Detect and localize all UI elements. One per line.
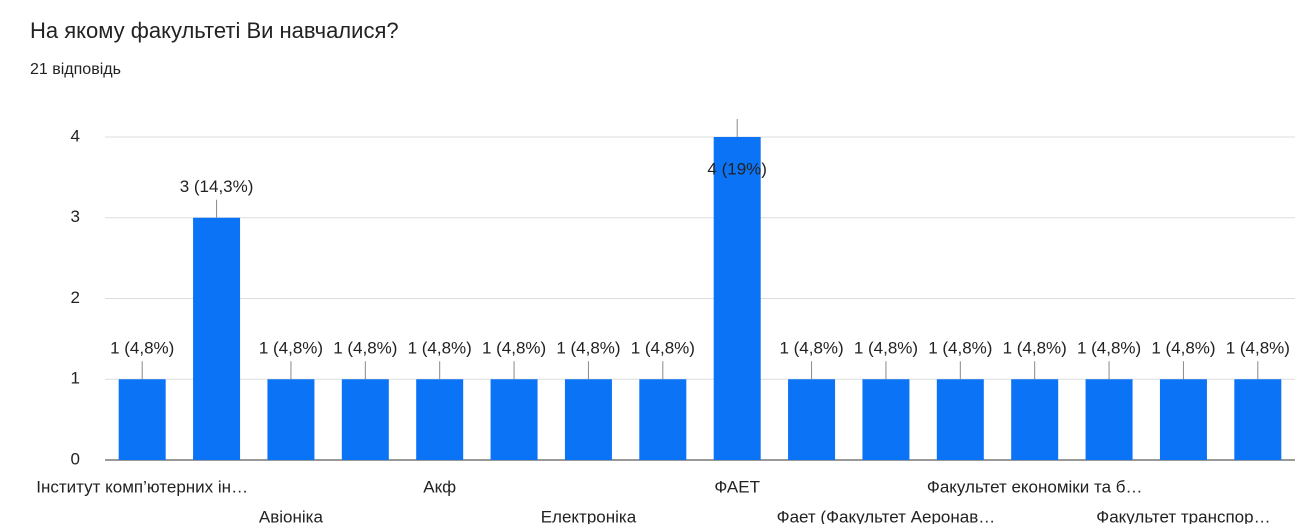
bar [118,379,166,460]
bar [862,379,910,460]
bar [193,217,241,460]
bar [1234,379,1282,460]
data-label: 1 (4,8%) [1151,339,1215,358]
bar [1011,379,1059,460]
x-tick-label: Акф [423,477,456,496]
y-tick-label: 1 [71,369,80,388]
bar [936,379,984,460]
chart-subtitle: 21 відповідь [30,61,121,78]
bar [788,379,836,460]
x-tick-label: Електроніка [541,507,637,524]
data-label: 1 (4,8%) [482,339,546,358]
x-tick-label: Інститут комп’ютерних ін… [36,477,248,496]
bar [564,379,612,460]
data-label: 3 (14,3%) [180,177,254,196]
x-tick-label: Авіоніка [259,507,324,524]
y-tick-label: 0 [71,449,80,468]
x-tick-label: Факультет економіки та б… [927,477,1143,496]
x-tick-label: ФАЕТ [714,477,760,496]
bar [267,379,315,460]
data-label: 1 (4,8%) [1226,339,1290,358]
bar [341,379,389,460]
bar [1085,379,1133,460]
bar [639,379,687,460]
y-tick-label: 3 [71,207,80,226]
data-label: 1 (4,8%) [631,339,695,358]
y-tick-label: 4 [71,126,80,145]
data-label: 4 (19%) [707,159,767,178]
data-label: 1 (4,8%) [110,339,174,358]
data-label: 1 (4,8%) [408,339,472,358]
bar [490,379,538,460]
bar [1159,379,1207,460]
data-label: 1 (4,8%) [1003,339,1067,358]
x-tick-label: Факультет транспор… [1096,507,1270,524]
data-label: 1 (4,8%) [333,339,397,358]
y-tick-label: 2 [71,288,80,307]
bar [713,137,761,460]
data-label: 1 (4,8%) [928,339,992,358]
data-label: 1 (4,8%) [259,339,323,358]
bar [416,379,464,460]
data-label: 1 (4,8%) [556,339,620,358]
data-label: 1 (4,8%) [1077,339,1141,358]
data-label: 1 (4,8%) [779,339,843,358]
data-label: 1 (4,8%) [854,339,918,358]
chart-title: На якому факультеті Ви навчалися? [30,18,399,43]
x-tick-label: Фает (Факультет Аеронав… [777,507,996,524]
